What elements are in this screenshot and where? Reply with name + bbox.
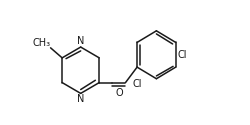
- Text: O: O: [114, 88, 122, 98]
- Text: N: N: [77, 94, 84, 104]
- Text: N: N: [77, 36, 84, 46]
- Text: Cl: Cl: [132, 79, 141, 89]
- Text: Cl: Cl: [176, 50, 186, 60]
- Text: CH₃: CH₃: [32, 38, 50, 48]
